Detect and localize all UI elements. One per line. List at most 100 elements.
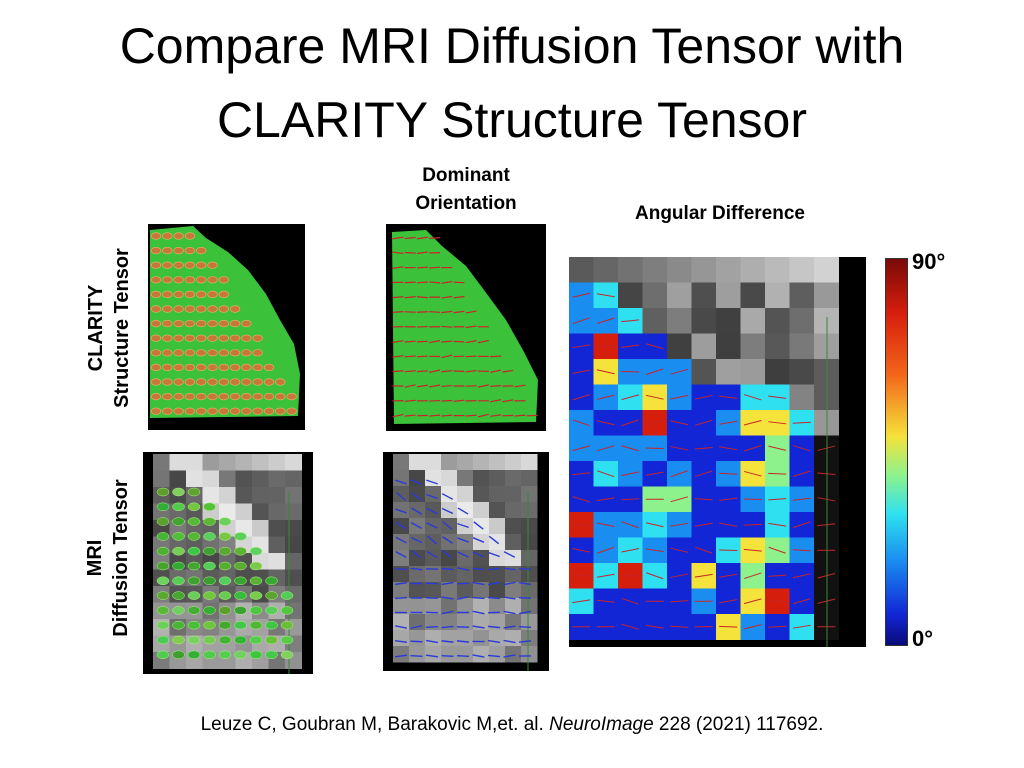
orientation-line — [457, 507, 469, 515]
tensor-ellipsoid-glyph — [196, 334, 207, 342]
gray-voxel — [521, 502, 538, 519]
gray-voxel — [457, 454, 474, 471]
tensor-ellipsoid-glyph — [196, 247, 207, 255]
tensor-ellipsoid-glyph — [150, 232, 162, 240]
orientation-line — [503, 567, 516, 571]
tensor-ellipsoid-glyph — [218, 620, 232, 630]
clarity-glyph-field — [150, 226, 300, 418]
tensor-ellipsoid-glyph — [207, 363, 218, 371]
orientation-line — [670, 547, 689, 553]
tensor-ellipsoid-glyph — [234, 576, 247, 586]
citation: Leuze C, Goubran M, Barakovic M,et. al. … — [0, 714, 1024, 736]
orientation-line — [490, 355, 502, 358]
gray-voxel — [268, 520, 286, 537]
tensor-ellipsoid-glyph — [162, 232, 173, 240]
orientation-line — [426, 550, 438, 559]
tensor-ellipsoid-glyph — [275, 378, 286, 386]
angular-difference-cell — [667, 308, 692, 334]
row-label-mri-line2: Diffusion Tensor — [110, 479, 132, 637]
orientation-line — [441, 596, 454, 600]
orientation-line — [743, 420, 762, 426]
tensor-ellipsoid-glyph — [173, 305, 184, 313]
orientation-line — [441, 654, 454, 658]
orientation-line — [743, 624, 762, 630]
gray-voxel — [473, 486, 490, 503]
angular-difference-cell — [618, 282, 643, 309]
orientation-line — [596, 445, 615, 452]
gray-voxel — [441, 630, 458, 647]
tensor-ellipsoid-glyph — [229, 334, 241, 342]
orientation-line — [404, 251, 416, 254]
tensor-ellipsoid-glyph — [265, 650, 278, 660]
orientation-line — [518, 640, 532, 643]
tensor-ellipsoid-glyph — [203, 606, 216, 615]
orientation-line — [621, 521, 639, 529]
tensor-ellipsoid-glyph — [173, 276, 184, 284]
tensor-ellipsoid-glyph — [252, 393, 263, 401]
tensor-ellipsoid-glyph — [249, 591, 263, 600]
tensor-ellipsoid-glyph — [150, 349, 162, 357]
tensor-ellipsoid-glyph — [249, 635, 263, 645]
orientation-line — [416, 296, 428, 299]
orientation-line — [621, 319, 640, 323]
tensor-ellipsoid-glyph — [187, 532, 201, 541]
tensor-ellipsoid-glyph — [187, 650, 201, 660]
mri-orientation-lines — [393, 454, 538, 671]
tensor-ellipsoid-glyph — [218, 650, 232, 660]
orientation-line — [453, 281, 465, 284]
orientation-line — [503, 551, 516, 558]
gray-voxel — [285, 520, 302, 537]
orientation-line — [441, 567, 454, 571]
gray-voxel — [409, 502, 426, 519]
orientation-line — [670, 496, 689, 503]
orientation-line — [487, 625, 501, 629]
orientation-line — [572, 292, 591, 298]
gray-voxel — [521, 614, 538, 631]
orientation-line — [395, 508, 407, 514]
orientation-line — [457, 551, 469, 558]
orientation-line — [429, 369, 441, 373]
orientation-line — [404, 399, 416, 402]
tensor-ellipsoid-glyph — [280, 620, 294, 630]
orientation-line — [572, 317, 590, 325]
tensor-ellipsoid-glyph — [241, 407, 252, 415]
orientation-line — [394, 596, 408, 600]
tensor-ellipsoid-glyph — [187, 561, 201, 571]
orientation-line — [792, 549, 811, 552]
orientation-line — [404, 296, 416, 299]
gray-voxel — [505, 614, 522, 631]
tensor-ellipsoid-glyph — [172, 576, 185, 586]
orientation-line — [502, 399, 514, 403]
tensor-ellipsoid-glyph — [187, 635, 201, 645]
tensor-ellipsoid-glyph — [265, 606, 278, 615]
tensor-ellipsoid-glyph — [187, 591, 201, 600]
orientation-line — [646, 572, 664, 580]
orientation-line — [472, 596, 485, 600]
tensor-ellipsoid-glyph — [150, 290, 162, 298]
gray-voxel — [441, 534, 458, 551]
orientation-line — [457, 522, 469, 529]
gray-voxel — [505, 550, 522, 567]
tensor-ellipsoid-glyph — [150, 334, 162, 342]
angular-difference-cell — [691, 333, 717, 360]
orientation-line — [404, 355, 416, 358]
orientation-line — [487, 581, 501, 586]
orientation-line — [429, 384, 441, 388]
angular-difference-cell — [740, 282, 766, 309]
orientation-line — [490, 414, 502, 417]
orientation-line — [488, 551, 500, 558]
orientation-line — [441, 640, 454, 643]
tensor-ellipsoid-glyph — [187, 502, 201, 512]
gray-voxel — [219, 454, 236, 471]
tensor-ellipsoid-glyph — [187, 546, 201, 556]
orientation-line — [488, 535, 500, 545]
tensor-ellipsoid-glyph — [203, 546, 216, 556]
tensor-ellipsoid-glyph — [229, 393, 241, 401]
gray-voxel — [521, 454, 538, 471]
orientation-line — [670, 445, 689, 451]
gray-voxel — [219, 487, 236, 504]
tensor-ellipsoid-glyph — [234, 591, 247, 600]
angular-difference-cell — [716, 257, 741, 283]
gray-voxel — [505, 582, 522, 599]
orientation-line — [392, 236, 404, 240]
